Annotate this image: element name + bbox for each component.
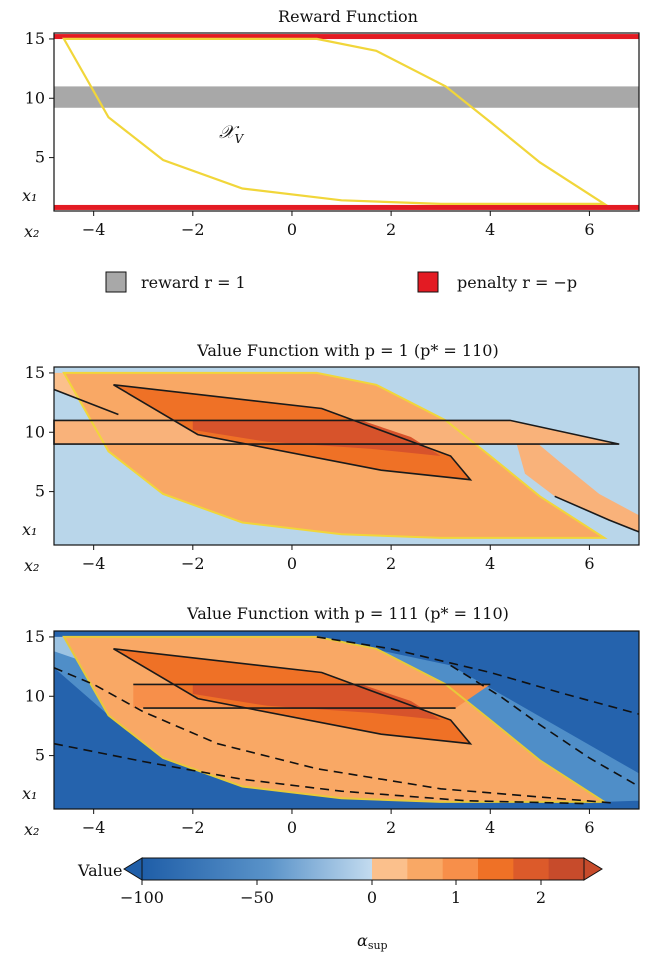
colorbar-positive-step <box>372 858 408 880</box>
y-tick-label: 10 <box>25 88 45 107</box>
x-tick-label: 6 <box>584 818 594 837</box>
x-tick-label: 6 <box>584 554 594 573</box>
colorbar-min-arrow <box>124 858 142 880</box>
legend-penalty-label: penalty r = −p <box>457 273 577 292</box>
x-tick-label: −4 <box>82 220 106 239</box>
region-label: 𝒳V <box>219 122 244 146</box>
y-tick-label: 15 <box>25 29 45 48</box>
x-tick-label: 4 <box>485 220 495 239</box>
x-tick-label: 0 <box>287 554 297 573</box>
colorbar-tick-label: 2 <box>536 888 546 907</box>
x-tick-label: −4 <box>82 554 106 573</box>
value-p1-panel: Value Function with p = 1 (p* = 110) −4 −… <box>22 341 639 575</box>
y-tick-label: 15 <box>25 363 45 382</box>
colorbar-positive-step <box>478 858 514 880</box>
x-tick-label: 6 <box>584 220 594 239</box>
colorbar-positive-step <box>407 858 443 880</box>
x-tick-label: −2 <box>181 818 205 837</box>
y-tick-label: 15 <box>25 627 45 646</box>
x-tick-label: 2 <box>386 818 396 837</box>
reward-legend: reward r = 1 penalty r = −p <box>106 272 577 292</box>
colorbar: Value −100 −50 0 1 2 αsup <box>77 858 602 952</box>
x-axis-label: x₂ <box>24 222 39 241</box>
x-axis-label: x₂ <box>24 820 39 839</box>
reward-plot-frame <box>54 33 639 211</box>
y-tick-label: 5 <box>35 148 45 167</box>
colorbar-negative <box>142 858 372 880</box>
x-tick-label: 0 <box>287 818 297 837</box>
y-axis-label: x₁ <box>22 520 37 539</box>
colorbar-label: Value <box>77 861 123 880</box>
y-tick-label: 5 <box>35 746 45 765</box>
y-axis-label: x₁ <box>22 784 37 803</box>
y-axis-label: x₁ <box>22 186 37 205</box>
x-tick-label: 0 <box>287 220 297 239</box>
legend-reward-swatch <box>106 272 126 292</box>
reward-title: Reward Function <box>278 7 418 26</box>
x-tick-label: 2 <box>386 220 396 239</box>
region-xv-outline <box>64 39 604 204</box>
legend-penalty-swatch <box>418 272 438 292</box>
x-tick-label: 4 <box>485 818 495 837</box>
colorbar-xlabel: αsup <box>357 931 388 952</box>
x-axis-label: x₂ <box>24 556 39 575</box>
y-tick-label: 5 <box>35 482 45 501</box>
value-p111-panel: Value Function with p = 111 (p* = 110) −… <box>22 604 639 839</box>
x-tick-label: 4 <box>485 554 495 573</box>
x-tick-label: 2 <box>386 554 396 573</box>
colorbar-tick-label: 0 <box>367 888 377 907</box>
value-p1-title: Value Function with p = 1 (p* = 110) <box>196 341 498 360</box>
colorbar-tick-label: −50 <box>240 888 274 907</box>
reward-band <box>54 86 639 107</box>
colorbar-positive-step <box>549 858 585 880</box>
colorbar-positive-step <box>443 858 479 880</box>
x-tick-label: −2 <box>181 220 205 239</box>
penalty-line <box>54 205 639 210</box>
reward-panel: Reward Function −4 −2 0 2 4 6 15 10 5 x₁ x₂ 𝒳V <box>22 7 639 241</box>
colorbar-tick-label: −100 <box>120 888 164 907</box>
colorbar-max-arrow <box>584 858 602 880</box>
legend-reward-label: reward r = 1 <box>141 273 246 292</box>
value-p111-title: Value Function with p = 111 (p* = 110) <box>186 604 509 623</box>
y-tick-label: 10 <box>25 422 45 441</box>
x-tick-label: −4 <box>82 818 106 837</box>
x-tick-label: −2 <box>181 554 205 573</box>
y-tick-label: 10 <box>25 686 45 705</box>
colorbar-positive-step <box>513 858 549 880</box>
colorbar-tick-label: 1 <box>451 888 461 907</box>
